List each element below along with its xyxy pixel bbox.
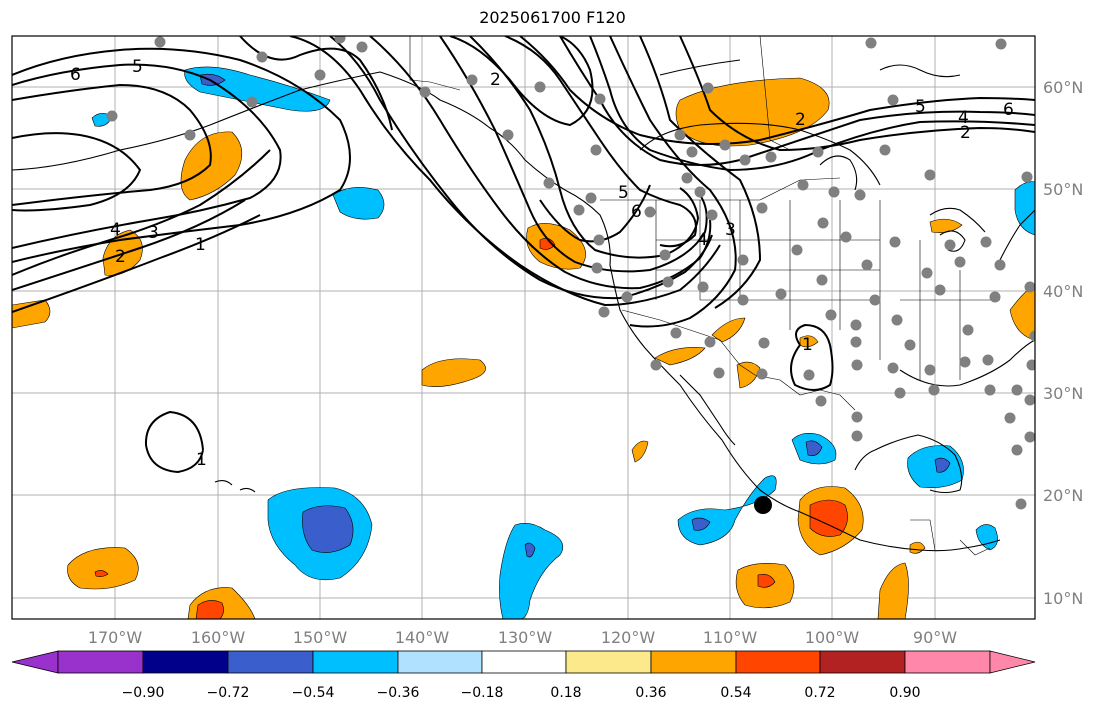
colorbar-lower-extend — [11, 650, 59, 674]
lat-label: 20°N — [1043, 486, 1083, 505]
coastlines — [12, 59, 1035, 552]
lat-label: 50°N — [1043, 180, 1083, 199]
colorbar-tick: −0.90 — [122, 685, 165, 701]
contour-label: 2 — [490, 70, 501, 90]
lon-label: 90°W — [913, 628, 957, 647]
contour-label: 1 — [196, 450, 207, 470]
lat-label: 10°N — [1043, 589, 1083, 608]
anomaly-patch — [67, 547, 139, 590]
contour-label: 4 — [110, 220, 121, 240]
anomaly-patch — [711, 317, 746, 343]
contour-label: 5 — [915, 97, 926, 117]
colorbar-tick: 0.54 — [720, 685, 751, 701]
colorbar-segment — [819, 650, 906, 674]
contour-label: 2 — [115, 247, 126, 267]
contour-label: 3 — [725, 220, 736, 240]
anomaly-strong — [805, 440, 823, 456]
anomaly-patch — [421, 358, 486, 387]
contour-label: 6 — [631, 202, 642, 222]
colorbar-tick: −0.36 — [377, 685, 420, 701]
contour-label: 1 — [802, 335, 813, 355]
lat-label: 60°N — [1043, 78, 1083, 97]
contour-label: 2 — [795, 110, 806, 130]
colorbar-upper-extend — [989, 650, 1036, 674]
anomaly-strong — [94, 570, 109, 577]
colorbar-tick: 0.18 — [550, 685, 581, 701]
lon-label: 130°W — [498, 628, 553, 647]
colorbar-tick: 0.72 — [804, 685, 835, 701]
lon-label: 170°W — [88, 628, 143, 647]
anomaly-patch — [631, 440, 649, 463]
anomaly-strong — [691, 517, 711, 531]
highlight-marker — [754, 496, 772, 514]
anomaly-patch — [799, 335, 819, 348]
contour-label: 2 — [960, 123, 971, 143]
anomaly-strong — [809, 499, 848, 537]
contour-label: 4 — [958, 108, 969, 128]
lat-label: 30°N — [1043, 384, 1083, 403]
anomaly-patch — [1014, 181, 1035, 236]
colorbar-segment — [227, 650, 314, 674]
colorbar-ticks: −0.90 −0.72 −0.54 −0.36 −0.18 0.18 0.36 … — [122, 685, 921, 701]
anomaly-strong — [199, 73, 226, 86]
anomaly-strong — [757, 574, 776, 588]
anomaly-strong — [195, 600, 224, 619]
colorbar-tick: −0.72 — [207, 685, 250, 701]
lon-label: 110°W — [703, 628, 758, 647]
longitude-labels: 170°W 160°W 150°W 140°W 130°W 120°W 110°… — [88, 628, 957, 647]
contour-label: 1 — [195, 235, 206, 255]
anomaly-patch — [975, 524, 998, 551]
lon-label: 100°W — [805, 628, 860, 647]
colorbar-segment — [904, 650, 991, 674]
anomaly-patch — [929, 218, 963, 233]
positive-anomaly-regions — [12, 77, 1035, 619]
colorbar-segment — [57, 650, 144, 674]
anomaly-patch — [180, 131, 243, 201]
colorbar-segment — [735, 650, 821, 674]
colorbar-segment — [397, 650, 483, 674]
map-area: 6 5 4 3 2 1 2 6 5 4 2 6 5 4 3 2 1 1 — [12, 36, 1035, 619]
anomaly-patch — [332, 187, 385, 220]
map-frame — [11, 35, 1036, 620]
anomaly-strong — [934, 457, 951, 473]
anomaly-patch — [877, 562, 909, 619]
station-markers — [106, 36, 1035, 510]
anomaly-patch — [654, 347, 706, 366]
colorbar-segment — [650, 650, 737, 674]
colorbar-segment — [481, 650, 567, 674]
contour-label: 3 — [148, 223, 159, 243]
map-title: 2025061700 F120 — [479, 8, 626, 27]
colorbar-tick: 0.90 — [889, 685, 920, 701]
anomaly-strong — [524, 542, 536, 558]
contour-label: 6 — [70, 65, 81, 85]
lon-label: 140°W — [395, 628, 450, 647]
negative-anomaly-regions — [91, 66, 1035, 619]
contour-value-labels: 6 5 4 3 2 1 2 6 5 4 2 6 5 4 3 2 1 1 — [70, 57, 1014, 470]
anomaly-patch — [907, 445, 964, 488]
colorbar-tick: 0.36 — [635, 685, 666, 701]
contour-label: 5 — [618, 183, 629, 203]
anomaly-patch — [736, 361, 761, 389]
latitude-labels: 60°N 50°N 40°N 30°N 20°N 10°N — [1043, 78, 1083, 608]
anomaly-strong — [302, 505, 354, 553]
lat-label: 40°N — [1043, 282, 1083, 301]
colorbar-segment — [312, 650, 399, 674]
contour-label: 6 — [1003, 100, 1014, 120]
anomaly-patch — [1009, 284, 1035, 341]
lon-label: 160°W — [191, 628, 246, 647]
colorbar-segment — [142, 650, 229, 674]
colorbar-tick: −0.18 — [461, 685, 504, 701]
contour-label: 5 — [132, 57, 143, 77]
colorbar — [11, 650, 1036, 674]
colorbar-segment — [565, 650, 652, 674]
anomaly-patch — [499, 523, 564, 619]
lon-label: 120°W — [601, 628, 656, 647]
contour-label: 4 — [697, 230, 708, 250]
lon-label: 150°W — [293, 628, 348, 647]
colorbar-tick: −0.54 — [292, 685, 335, 701]
